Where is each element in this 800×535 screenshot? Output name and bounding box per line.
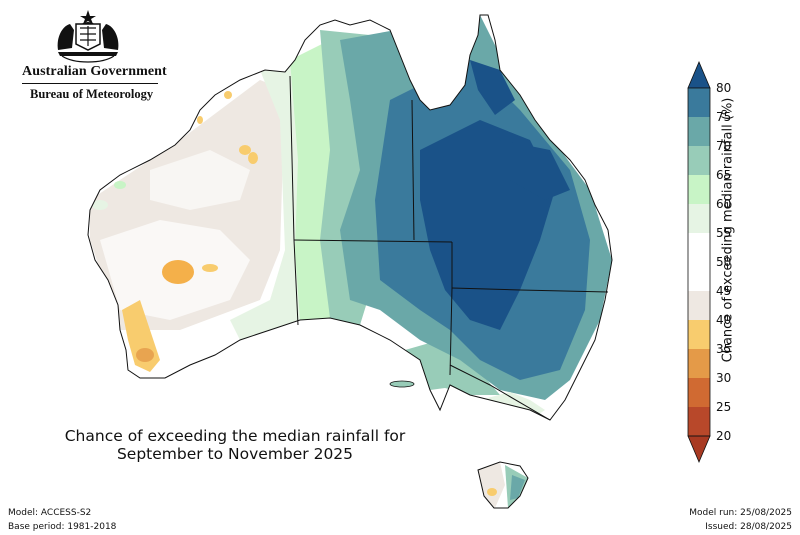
colorbar-segment (688, 117, 710, 146)
colorbar-tick-label: 55 (716, 226, 732, 240)
colorbar-outline (687, 87, 711, 437)
colorbar-segment (688, 291, 710, 320)
colorbar-segment (688, 349, 710, 378)
colorbar-tick-label: 40 (716, 313, 732, 327)
agency-name: Australian Government (22, 64, 167, 79)
map-title-line1: Chance of exceeding the median rainfall … (64, 427, 406, 445)
colorbar-tick-label: 50 (716, 255, 732, 269)
colorbar-segment (688, 262, 710, 291)
colorbar (687, 60, 711, 464)
colorbar-bottom-extension (687, 435, 711, 464)
colorbar-segment (688, 204, 710, 233)
kangaroo-island (389, 380, 415, 388)
colorbar-tick-label: 75 (716, 110, 732, 124)
colorbar-tick-label: 65 (716, 168, 732, 182)
model-run-date: Model run: 25/08/2025 (689, 508, 792, 518)
colorbar-tick-label: 20 (716, 429, 732, 443)
colorbar-top-extension (687, 60, 711, 89)
colorbar-tick-label: 60 (716, 197, 732, 211)
model-name: Model: ACCESS-S2 (8, 508, 92, 518)
base-period: Base period: 1981-2018 (8, 522, 117, 532)
colorbar-tick-label: 45 (716, 284, 732, 298)
tasmania-coastline (477, 461, 529, 509)
map-title: Chance of exceeding the median rainfall … (40, 427, 430, 463)
state-borders (289, 75, 609, 421)
colorbar-segment (688, 378, 710, 407)
issued-date: Issued: 28/08/2025 (705, 522, 792, 532)
colorbar-segment (688, 407, 710, 436)
colorbar-tick-label: 35 (716, 342, 732, 356)
colorbar-segment (688, 146, 710, 175)
colorbar-tick-label: 70 (716, 139, 732, 153)
colorbar-segment (688, 320, 710, 349)
coat-of-arms-icon (57, 10, 119, 63)
colorbar-segment (688, 233, 710, 262)
tasmania-rainfall-field (478, 462, 528, 508)
colorbar-segment (688, 175, 710, 204)
colorbar-segment (688, 88, 710, 117)
logo-divider (22, 83, 158, 84)
bureau-name: Bureau of Meteorology (30, 87, 154, 101)
colorbar-tick-label: 80 (716, 81, 732, 95)
colorbar-tick-label: 30 (716, 371, 732, 385)
colorbar-tick-label: 25 (716, 400, 732, 414)
map-title-line2: September to November 2025 (116, 445, 354, 463)
mainland-coastline (87, 14, 613, 421)
